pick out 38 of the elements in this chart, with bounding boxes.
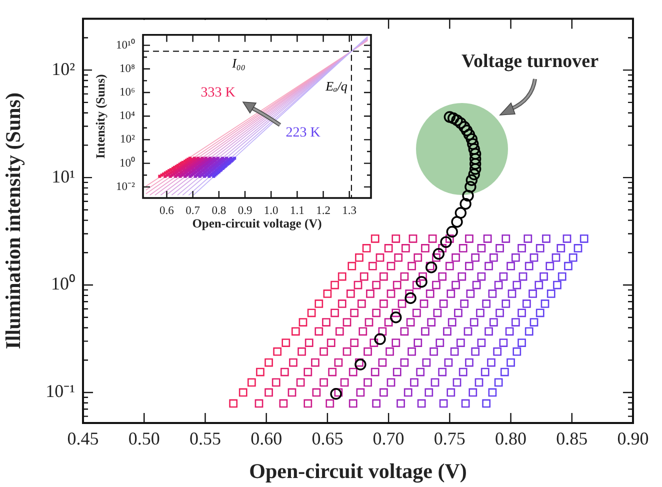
y-tick-label: 10² — [52, 58, 75, 79]
y-axis-title: Illumination intensity (Suns) — [1, 92, 26, 350]
x-tick-label: 1.1 — [290, 204, 305, 217]
x-axis-title: Open-circuit voltage (V) — [192, 216, 322, 231]
x-tick-label: 0.7 — [186, 204, 200, 217]
y-tick-label: 10⁰ — [51, 274, 75, 294]
x-tick-label: 0.50 — [128, 428, 160, 449]
ref-line-label: I₀₀ — [231, 56, 246, 71]
x-tick-label: 0.55 — [189, 428, 221, 449]
ref-line-label: Eₐ/q — [324, 78, 348, 94]
y-tick-label: 10² — [120, 134, 136, 146]
x-tick-label: 0.75 — [434, 428, 466, 449]
x-tick-label: 0.70 — [372, 428, 404, 449]
y-tick-label: 10¹⁰ — [116, 38, 135, 52]
annotation: Voltage turnover — [461, 50, 600, 72]
y-tick-label: 10⁻¹ — [46, 381, 75, 402]
x-tick-label: 0.80 — [495, 428, 527, 449]
y-tick-label: 10⁶ — [119, 86, 135, 99]
x-tick-label: 0.90 — [617, 428, 649, 449]
y-tick-label: 10⁸ — [119, 62, 135, 75]
x-tick-label: 0.45 — [67, 428, 99, 449]
x-axis-title: Open-circuit voltage (V) — [249, 458, 467, 483]
y-tick-label: 10⁰ — [120, 156, 135, 170]
x-tick-label: 1.3 — [342, 204, 357, 217]
x-tick-label: 0.6 — [160, 204, 174, 217]
x-tick-label: 0.85 — [556, 428, 588, 449]
y-tick-label: 10⁴ — [119, 110, 135, 122]
annotation: 333 K — [200, 86, 236, 101]
y-axis-title: Intensity (Suns) — [94, 74, 108, 159]
y-tick-label: 10⁻² — [116, 180, 136, 193]
x-tick-label: 0.9 — [238, 204, 252, 217]
x-tick-label: 0.65 — [312, 428, 344, 449]
x-tick-label: 0.60 — [250, 428, 282, 449]
x-tick-label: 1.0 — [264, 204, 279, 217]
x-tick-label: 0.8 — [212, 204, 226, 217]
y-tick-label: 10¹ — [52, 166, 75, 186]
x-tick-label: 1.2 — [316, 204, 331, 217]
annotation: 223 K — [286, 126, 320, 141]
